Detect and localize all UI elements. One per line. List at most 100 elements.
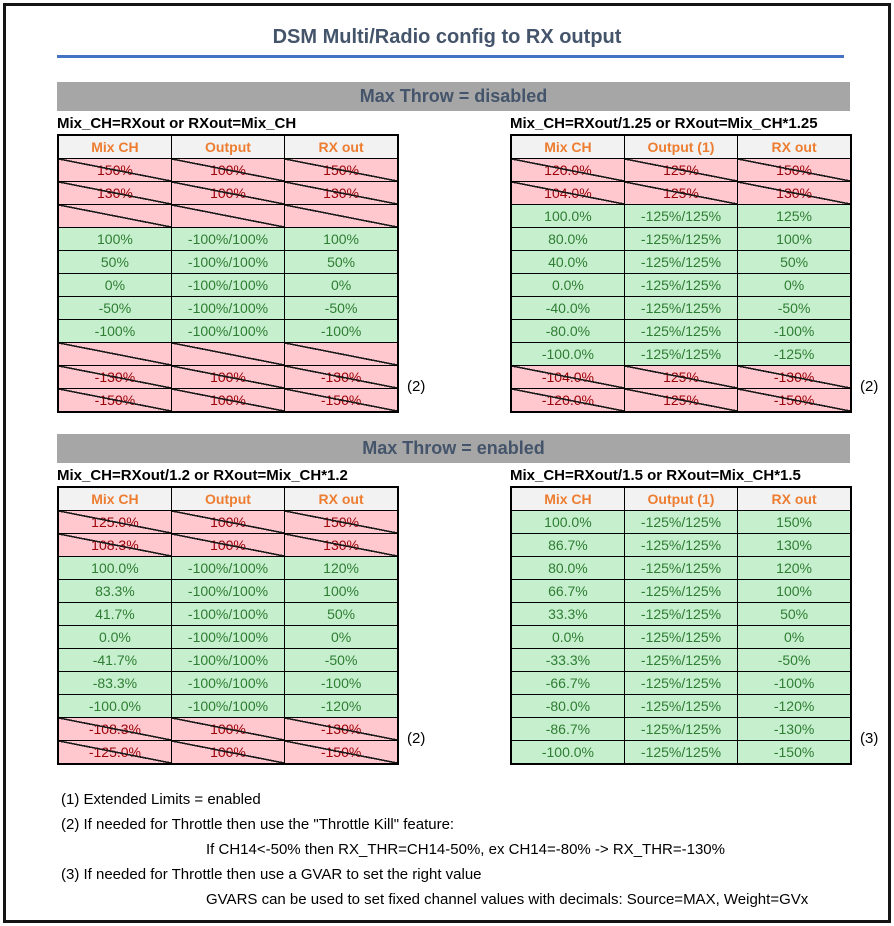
table-cell: -125%/125% [623,510,739,534]
table-cell: -50% [737,648,852,672]
table-cell: -120% [284,694,399,718]
section-max-throw-disabled: Max Throw = disabled Mix_CH=RXout or RXo… [57,82,878,413]
table-cell: 120% [284,556,399,580]
table-block-disabled-left: Mix_CH=RXout or RXout=Mix_CH Mix CH Outpu… [57,113,425,413]
table-cell: 130% [284,181,399,205]
table-cell: -100%/100% [170,556,286,580]
table-cell: -125%/125% [623,579,739,603]
table-row: 80.0% -125%/125% 100% [510,227,852,251]
table-row: -40.0% -125%/125% -50% [510,296,852,320]
table-cell [57,204,172,228]
table-row: 0.0% -125%/125% 0% [510,273,852,297]
table-cell: -130% [737,365,852,389]
table-cell: -150% [737,388,852,413]
table-cell: 125% [737,204,852,228]
table-row: -80.0% -125%/125% -120% [510,694,852,718]
table-cell: 125% [623,158,739,182]
column-header: Mix CH [57,134,172,159]
table-box: Mix CH Output (1) RX out 120.0% 125% 150% 104.… [510,134,878,413]
table-cell: 100% [170,158,286,182]
table-cell: 33.3% [510,602,625,626]
table-cell: -100%/100% [170,625,286,649]
table-cell: -100% [284,319,399,343]
table-row: -100.0% -125%/125% -125% [510,342,852,366]
table-row: -100% -100%/100% -100% [57,319,399,343]
table-cell: 130% [737,181,852,205]
table-row: -108.3% 100% -130% [57,717,399,741]
table-row: -83.3% -100%/100% -100% [57,671,399,695]
table-cell: -50% [737,296,852,320]
table-cell: 0% [284,625,399,649]
table-row: -66.7% -125%/125% -100% [510,671,852,695]
table-caption: Mix_CH=RXout or RXout=Mix_CH [57,115,297,132]
table-cell: 0% [737,625,852,649]
table-cell: 100% [170,717,286,741]
table-cell: -100.0% [510,342,625,366]
table-cell: 150% [737,510,852,534]
table-box: Mix CH Output (1) RX out 100.0% -125%/125% 15… [510,486,878,765]
table-cell: -33.3% [510,648,625,672]
table-cell: 100.0% [510,204,625,228]
section-max-throw-enabled: Max Throw = enabled Mix_CH=RXout/1.2 or … [57,434,878,765]
table-cell [284,204,399,228]
table-cell: 0.0% [510,273,625,297]
table-row: 80.0% -125%/125% 120% [510,556,852,580]
table-row: 100.0% -125%/125% 150% [510,510,852,534]
table-cell: 100.0% [510,510,625,534]
table-row: 150% 100% 150% [57,158,399,182]
table-row: 0% -100%/100% 0% [57,273,399,297]
table-cell: 104.0% [510,181,625,205]
table-cell: -50% [284,296,399,320]
table-cell: 0% [284,273,399,297]
tables-row: Mix_CH=RXout or RXout=Mix_CH Mix CH Outpu… [57,113,878,413]
table-block-enabled-left: Mix_CH=RXout/1.2 or RXout=Mix_CH*1.2 Mix… [57,465,425,765]
table-row: 33.3% -125%/125% 50% [510,602,852,626]
table-row: -41.7% -100%/100% -50% [57,648,399,672]
footnote-line: (3) If needed for Throttle then use a GV… [61,866,482,883]
table-row: 104.0% 125% 130% [510,181,852,205]
table-cell: -125%/125% [623,625,739,649]
table-cell: 100% [737,579,852,603]
table-cell: -83.3% [57,671,172,695]
page-border-frame: DSM Multi/Radio config to RX output Max … [3,3,891,923]
table-cell: -100%/100% [170,602,286,626]
table-cell: 120% [737,556,852,580]
table-cell: -100%/100% [170,648,286,672]
table-row: -130% 100% -130% [57,365,399,389]
table-header-row: Mix CH Output RX out [57,134,399,159]
table-cell: -80.0% [510,319,625,343]
table-cell: -125.0% [57,740,172,765]
table-cell [57,342,172,366]
table-cell: -125%/125% [623,648,739,672]
table-box: Mix CH Output RX out 150% 100% 150% 130% 100% 13… [57,134,425,413]
table-cell: 50% [737,602,852,626]
table-box: Mix CH Output RX out 125.0% 100% 150% 108.3% 10… [57,486,425,765]
table-cell: 100% [170,510,286,534]
table-cell: -130% [284,365,399,389]
table-row: -125.0% 100% -150% [57,740,399,765]
table-side-note: (3) [860,730,879,747]
table-cell: 0% [737,273,852,297]
table-cell: -100%/100% [170,319,286,343]
table-cell: 120.0% [510,158,625,182]
table-cell: -130% [737,717,852,741]
table-cell: 0% [57,273,172,297]
table-cell: -125%/125% [623,273,739,297]
table-cell: -100%/100% [170,227,286,251]
table-header-row: Mix CH Output (1) RX out [510,486,852,511]
table-row: -50% -100%/100% -50% [57,296,399,320]
table-row: 86.7% -125%/125% 130% [510,533,852,557]
table-row: 100.0% -100%/100% 120% [57,556,399,580]
table-cell: -100% [737,319,852,343]
table-cell: -100%/100% [170,273,286,297]
table-caption: Mix_CH=RXout/1.25 or RXout=Mix_CH*1.25 [510,115,818,132]
table-cell: -100% [57,319,172,343]
section-header-bar: Max Throw = disabled [57,82,850,111]
column-header: RX out [737,134,852,159]
table-block-enabled-right: Mix_CH=RXout/1.5 or RXout=Mix_CH*1.5 Mix… [510,465,878,765]
table-cell: -125%/125% [623,296,739,320]
table-cell: -125%/125% [623,740,739,765]
table-cell: 86.7% [510,533,625,557]
table-cell: 125.0% [57,510,172,534]
title-underline-rule [57,55,844,58]
